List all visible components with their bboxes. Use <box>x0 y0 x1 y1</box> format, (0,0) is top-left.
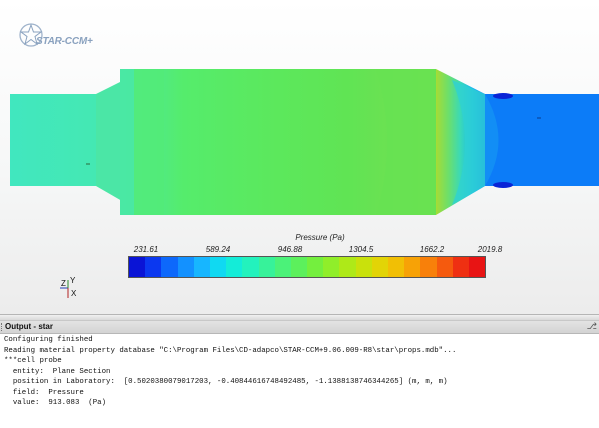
chamber-contour-arc <box>376 69 436 215</box>
axis-label-x: X <box>71 289 77 298</box>
chamber-band-1 <box>120 69 134 215</box>
legend-tick-label: 1662.2 <box>419 245 445 254</box>
graphics-viewport[interactable]: STAR-CCM+ Pressure (Pa) 231.61 589.24 94… <box>0 0 599 314</box>
output-panel-header[interactable]: Output - star ⎇ <box>0 321 599 334</box>
colorbar-segment <box>290 257 308 277</box>
console-line: value: 913.083 (Pa) <box>4 399 107 407</box>
legend-tick-label: 231.61 <box>133 245 159 254</box>
main-chamber <box>120 69 436 215</box>
outlet-corner-low-pressure-bottom <box>493 182 513 188</box>
legend-title: Pressure (Pa) <box>295 233 345 242</box>
console-line: field: Pressure <box>4 388 84 397</box>
colorbar-segment <box>177 257 194 277</box>
panel-splitter[interactable] <box>0 314 599 321</box>
colorbar-segment <box>161 257 178 277</box>
colorbar-segment <box>468 257 486 277</box>
axis-label-y: Y <box>70 276 76 285</box>
exit-contour-arc <box>452 80 485 205</box>
legend-tick-label: 1304.5 <box>348 245 374 254</box>
star-ccm-logo-icon <box>19 23 43 47</box>
app-logo-text: STAR-CCM+ <box>36 36 93 47</box>
legend-tick-label: 589.24 <box>205 245 231 254</box>
colorbar-segment <box>193 257 210 277</box>
pin-icon[interactable]: ⎇ <box>586 321 597 331</box>
colorbar-segment <box>129 257 146 277</box>
output-panel[interactable]: Output - star ⎇ Configuring finished Read… <box>0 314 599 428</box>
axes-triad-icon <box>60 280 69 298</box>
pressure-colorbar <box>128 256 486 278</box>
console-line: Reading material property database "C:\P… <box>4 346 457 355</box>
console-line: entity: Plane Section <box>4 367 111 376</box>
pressure-contour-scene[interactable] <box>0 0 599 314</box>
colorbar-segment <box>242 257 259 277</box>
colorbar-segment <box>420 257 437 277</box>
console-line: ***cell probe <box>4 357 62 365</box>
colorbar-segment <box>258 257 275 277</box>
chamber-band-2 <box>134 69 164 215</box>
colorbar-segment <box>307 257 324 277</box>
colorbar-segment <box>436 257 453 277</box>
console-line: Configuring finished <box>4 336 93 344</box>
axis-label-z: Z <box>61 279 66 288</box>
colorbar-segment <box>323 257 340 277</box>
legend-tick-label: 2019.8 <box>477 245 503 254</box>
console-line: position in Laboratory: [0.5020380079017… <box>4 378 448 386</box>
colorbar-segment <box>404 257 421 277</box>
colorbar-segment <box>226 257 243 277</box>
colorbar-segment <box>339 257 356 277</box>
colorbar-segment <box>274 257 291 277</box>
output-panel-title: Output - star <box>5 322 53 331</box>
legend-tick-labels: 231.61 589.24 946.88 1304.5 1662.2 2019.… <box>118 245 510 257</box>
outlet-duct <box>485 94 599 186</box>
colorbar-segment <box>145 257 162 277</box>
colorbar-segment <box>452 257 469 277</box>
colorbar-segment <box>209 257 227 277</box>
output-console[interactable]: Configuring finished Reading material pro… <box>4 335 594 427</box>
legend-tick-label: 946.88 <box>277 245 303 254</box>
coordinate-axes-triad: Z Y X <box>58 276 88 306</box>
colorbar-segment <box>388 257 405 277</box>
panel-grip-handle[interactable] <box>1 323 4 331</box>
outlet-corner-low-pressure-top <box>493 93 513 99</box>
outlet-contour <box>485 94 499 186</box>
colorbar-segment <box>355 257 372 277</box>
colorbar-segment <box>371 257 388 277</box>
